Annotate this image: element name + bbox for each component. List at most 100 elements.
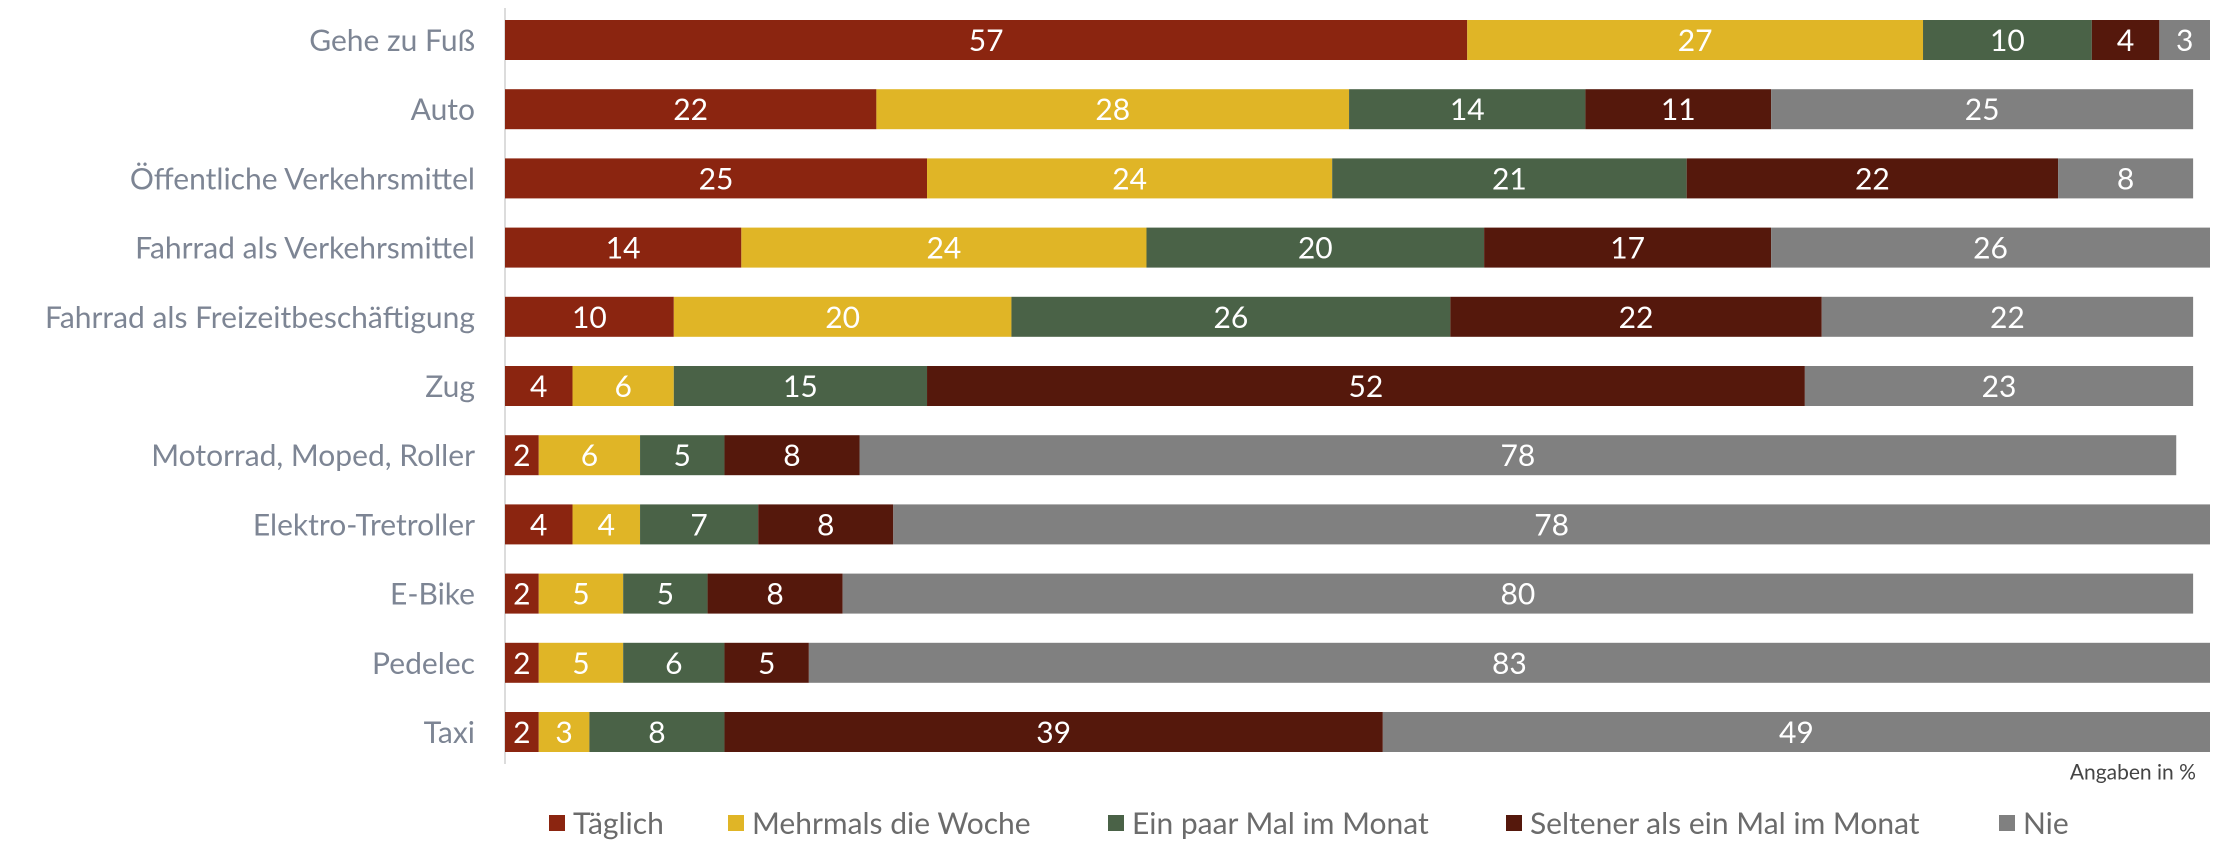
value-label: 8 — [2117, 160, 2134, 196]
value-label: 2 — [513, 645, 530, 681]
bar-segment — [505, 573, 539, 614]
value-label: 7 — [690, 506, 707, 542]
bar-segment — [640, 435, 725, 476]
category-label: Gehe zu Fuß — [309, 22, 475, 58]
bar-segment — [1382, 712, 2210, 752]
value-label: 2 — [513, 576, 530, 612]
legend-label: Nie — [2023, 805, 2069, 841]
value-label: 15 — [783, 368, 818, 404]
value-label: 20 — [825, 299, 860, 335]
category-label: Öffentliche Verkehrsmittel — [130, 160, 475, 196]
bar-segment — [538, 642, 624, 683]
bar-segment — [2091, 20, 2160, 60]
value-label: 8 — [648, 714, 665, 750]
value-label: 52 — [1349, 368, 1384, 404]
bar-segment — [1146, 227, 1485, 268]
category-label: E-Bike — [390, 576, 475, 612]
bar-segment — [505, 89, 877, 130]
value-label: 10 — [1990, 22, 2025, 58]
value-label: 17 — [1610, 230, 1645, 266]
bar-segment — [1484, 227, 1772, 268]
bar-segment — [589, 712, 725, 752]
value-label: 39 — [1036, 714, 1071, 750]
bar-segment — [640, 504, 759, 545]
value-label: 10 — [572, 299, 607, 335]
bar-segment — [758, 504, 894, 545]
bar-segment — [505, 712, 539, 752]
bar-segment — [572, 504, 641, 545]
value-label: 27 — [1678, 22, 1713, 58]
value-label: 14 — [606, 230, 641, 266]
bar-segment — [1450, 296, 1822, 337]
bar-segment — [505, 642, 539, 683]
legend-swatch — [549, 815, 565, 831]
value-label: 5 — [758, 645, 775, 681]
value-label: 22 — [673, 91, 708, 127]
legend-swatch — [728, 815, 744, 831]
value-label: 28 — [1095, 91, 1130, 127]
category-label: Fahrrad als Freizeitbeschäftigung — [45, 299, 475, 335]
bar-segment — [1821, 296, 2194, 337]
value-label: 24 — [927, 230, 962, 266]
bar-segment — [1585, 89, 1772, 130]
bar-segment — [842, 573, 2194, 614]
bar-segment — [724, 435, 860, 476]
bar-segment — [808, 642, 2211, 683]
value-label: 5 — [674, 437, 691, 473]
bar-segment — [505, 504, 573, 545]
value-label: 22 — [1855, 160, 1890, 196]
bar-segment — [741, 227, 1147, 268]
category-label: Zug — [425, 368, 475, 404]
bar-segment — [1686, 158, 2059, 199]
value-label: 22 — [1619, 299, 1654, 335]
value-label: 8 — [766, 576, 783, 612]
value-label: 8 — [817, 506, 834, 542]
category-label: Pedelec — [372, 645, 475, 681]
note: Angaben in % — [2070, 760, 2196, 785]
bar-segment — [505, 227, 742, 268]
bar-segment — [572, 366, 674, 406]
value-label: 11 — [1661, 91, 1696, 127]
bar-segment — [927, 366, 1805, 406]
value-label: 78 — [1500, 437, 1535, 473]
bar-segment — [1332, 158, 1687, 199]
bar-segment — [2159, 20, 2210, 60]
bar-segment — [673, 296, 1012, 337]
bar-segment — [505, 20, 1468, 60]
value-label: 6 — [614, 368, 631, 404]
value-label: 4 — [530, 368, 547, 404]
legend-label: Mehrmals die Woche — [752, 805, 1031, 841]
value-label: 23 — [1982, 368, 2017, 404]
bar-segment — [724, 712, 1383, 752]
legend-label: Seltener als ein Mal im Monat — [1530, 805, 1920, 841]
bar-segment — [1771, 227, 2210, 268]
value-label: 78 — [1534, 506, 1569, 542]
bar-segment — [1923, 20, 2092, 60]
bar-segment — [1349, 89, 1586, 130]
value-label: 4 — [598, 506, 615, 542]
bar-segment — [623, 642, 725, 683]
category-label: Motorrad, Moped, Roller — [151, 437, 475, 473]
legend-swatch — [1108, 815, 1124, 831]
legend-label: Täglich — [573, 805, 664, 841]
value-label: 5 — [572, 645, 589, 681]
value-label: 2 — [513, 714, 530, 750]
value-label: 3 — [2176, 22, 2193, 58]
value-label: 6 — [581, 437, 598, 473]
value-label: 26 — [1213, 299, 1248, 335]
bar-segment — [859, 435, 2177, 476]
bar-segment — [893, 504, 2210, 545]
bar-segment — [876, 89, 1350, 130]
bar-segment — [623, 573, 708, 614]
value-label: 24 — [1112, 160, 1147, 196]
bar-segment — [505, 435, 539, 476]
value-label: 25 — [699, 160, 734, 196]
value-label: 83 — [1492, 645, 1527, 681]
value-label: 20 — [1298, 230, 1333, 266]
legend-swatch — [1999, 815, 2015, 831]
value-label: 14 — [1450, 91, 1485, 127]
category-label: Fahrrad als Verkehrsmittel — [135, 230, 475, 266]
value-label: 26 — [1973, 230, 2008, 266]
value-label: 4 — [2117, 22, 2134, 58]
